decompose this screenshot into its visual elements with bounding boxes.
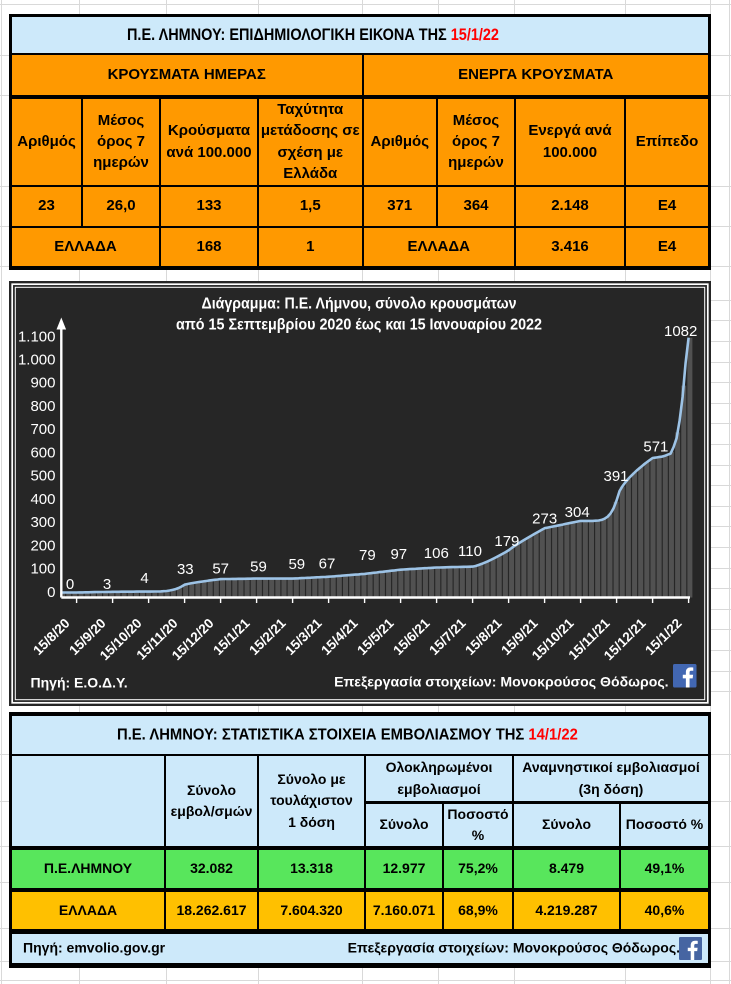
svg-text:100: 100 bbox=[30, 560, 55, 577]
svg-text:600: 600 bbox=[30, 444, 55, 461]
svg-text:Διάγραμμα: Π.Ε. Λήμνου, σύνολ: Διάγραμμα: Π.Ε. Λήμνου, σύνολο κρουσμάτω… bbox=[202, 295, 517, 312]
svg-text:391: 391 bbox=[603, 467, 628, 484]
svg-text:700: 700 bbox=[30, 421, 55, 438]
svg-text:273: 273 bbox=[532, 510, 557, 527]
svg-text:57: 57 bbox=[212, 560, 229, 577]
svg-text:4: 4 bbox=[140, 569, 148, 586]
svg-text:110: 110 bbox=[458, 542, 482, 559]
svg-text:800: 800 bbox=[30, 398, 55, 415]
svg-text:900: 900 bbox=[30, 374, 55, 391]
svg-text:500: 500 bbox=[30, 467, 55, 484]
svg-text:200: 200 bbox=[30, 537, 55, 554]
svg-text:59: 59 bbox=[288, 555, 305, 572]
svg-text:571: 571 bbox=[643, 438, 668, 455]
svg-text:από 15 Σεπτεμβρίου 2020 έως κα: από 15 Σεπτεμβρίου 2020 έως και 15 Ιανου… bbox=[176, 316, 542, 333]
svg-text:79: 79 bbox=[359, 546, 376, 563]
svg-text:Επεξεργασία στοιχείων: Μονοκρ: Επεξεργασία στοιχείων: Μονοκρούσος Θόδωρ… bbox=[334, 673, 669, 689]
svg-text:106: 106 bbox=[424, 544, 449, 561]
svg-text:0: 0 bbox=[47, 583, 55, 600]
svg-text:33: 33 bbox=[177, 560, 194, 577]
svg-text:0: 0 bbox=[66, 575, 74, 592]
svg-text:67: 67 bbox=[319, 555, 336, 572]
svg-text:59: 59 bbox=[250, 558, 267, 575]
svg-text:300: 300 bbox=[30, 514, 55, 531]
svg-text:3: 3 bbox=[103, 575, 111, 592]
svg-text:1.000: 1.000 bbox=[18, 351, 56, 368]
svg-text:304: 304 bbox=[565, 503, 590, 520]
svg-text:179: 179 bbox=[494, 532, 519, 549]
svg-text:1082: 1082 bbox=[664, 322, 697, 339]
svg-text:1.100: 1.100 bbox=[18, 328, 56, 345]
svg-text:400: 400 bbox=[30, 490, 55, 507]
svg-text:Πηγή: Ε.Ο.Δ.Υ.: Πηγή: Ε.Ο.Δ.Υ. bbox=[31, 674, 128, 690]
svg-text:97: 97 bbox=[390, 545, 407, 562]
